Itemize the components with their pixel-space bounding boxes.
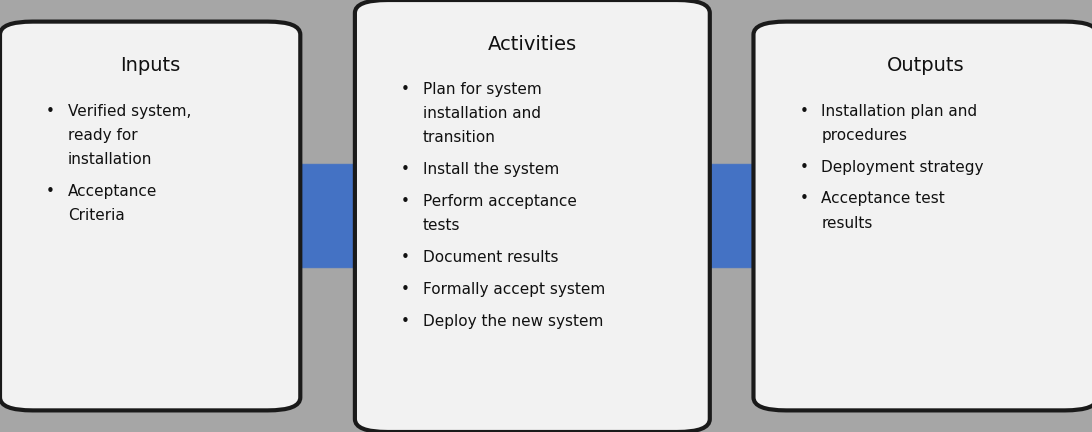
Text: •: • [401, 82, 410, 97]
FancyBboxPatch shape [355, 0, 710, 432]
Text: results: results [821, 216, 873, 231]
Text: installation and: installation and [423, 106, 541, 121]
Text: Perform acceptance: Perform acceptance [423, 194, 577, 209]
Text: Inputs: Inputs [120, 56, 180, 75]
Text: Criteria: Criteria [68, 208, 124, 223]
Text: •: • [799, 104, 808, 119]
Text: •: • [401, 314, 410, 329]
Text: •: • [799, 191, 808, 206]
Text: Acceptance: Acceptance [68, 184, 157, 199]
Text: Plan for system: Plan for system [423, 82, 542, 97]
Text: Deploy the new system: Deploy the new system [423, 314, 603, 329]
Text: Document results: Document results [423, 250, 558, 265]
Text: ready for: ready for [68, 128, 138, 143]
Text: •: • [401, 162, 410, 177]
Text: Activities: Activities [488, 35, 577, 54]
FancyBboxPatch shape [0, 22, 300, 410]
Polygon shape [679, 121, 784, 311]
Text: Outputs: Outputs [887, 56, 964, 75]
Text: tests: tests [423, 218, 460, 233]
Text: Deployment strategy: Deployment strategy [821, 160, 984, 175]
Polygon shape [271, 121, 385, 311]
Text: transition: transition [423, 130, 496, 145]
Text: •: • [799, 160, 808, 175]
Text: installation: installation [68, 152, 152, 167]
Text: Formally accept system: Formally accept system [423, 282, 605, 297]
FancyBboxPatch shape [753, 22, 1092, 410]
Text: •: • [401, 194, 410, 209]
Text: procedures: procedures [821, 128, 907, 143]
Text: •: • [46, 184, 55, 199]
Text: Install the system: Install the system [423, 162, 559, 177]
Text: Verified system,: Verified system, [68, 104, 191, 119]
Text: •: • [46, 104, 55, 119]
Text: •: • [401, 282, 410, 297]
Text: Acceptance test: Acceptance test [821, 191, 945, 206]
Text: Installation plan and: Installation plan and [821, 104, 977, 119]
Text: •: • [401, 250, 410, 265]
